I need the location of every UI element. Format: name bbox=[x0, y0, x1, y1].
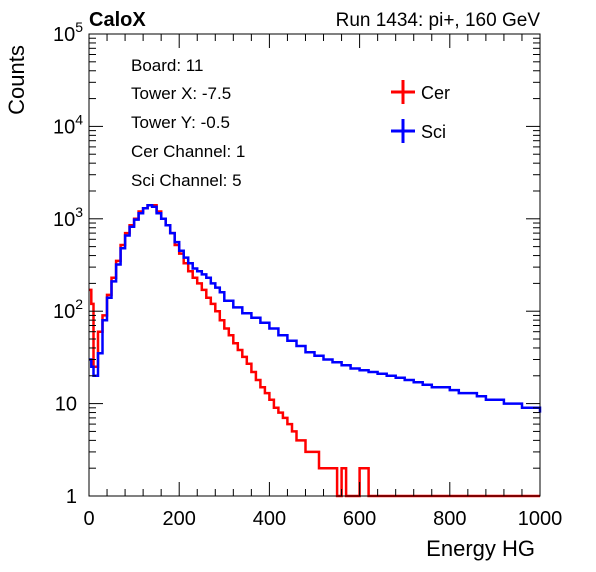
info-line: Sci Channel: 5 bbox=[131, 171, 242, 190]
info-box: Board: 11 Tower X: -7.5 Tower Y: -0.5 Ce… bbox=[131, 56, 245, 190]
x-tick-label: 600 bbox=[343, 508, 376, 530]
legend-marker-sci bbox=[391, 119, 415, 143]
y-tick-label: 1 bbox=[66, 486, 77, 508]
legend-marker-cer bbox=[391, 80, 415, 104]
x-tick-label: 800 bbox=[433, 508, 466, 530]
x-tick-label: 200 bbox=[163, 508, 196, 530]
plot-frame bbox=[88, 33, 541, 497]
legend-label-cer: Cer bbox=[421, 83, 450, 103]
y-tick-label: 102 bbox=[53, 296, 83, 323]
plot-area: 0 200 400 600 800 1000 1 10 102 103 104 105 bbox=[53, 19, 562, 530]
series-line-sci bbox=[89, 204, 542, 413]
info-line: Board: 11 bbox=[131, 56, 203, 75]
legend: Cer Sci bbox=[391, 80, 450, 143]
series-line-cer bbox=[89, 204, 540, 498]
y-tick-label: 103 bbox=[53, 204, 83, 231]
info-line: Tower Y: -0.5 bbox=[131, 113, 230, 132]
header-left-label: CaloX bbox=[89, 9, 146, 31]
y-tick-label: 104 bbox=[53, 111, 83, 138]
x-tick-label: 400 bbox=[253, 508, 286, 530]
y-axis-label: Counts bbox=[4, 45, 29, 115]
info-line: Tower X: -7.5 bbox=[131, 84, 231, 103]
x-tick-label: 1000 bbox=[518, 508, 563, 530]
legend-label-sci: Sci bbox=[421, 122, 446, 142]
y-tick-label: 10 bbox=[55, 394, 77, 416]
x-tick-label: 0 bbox=[83, 508, 94, 530]
info-line: Cer Channel: 1 bbox=[131, 142, 245, 161]
x-axis-label: Energy HG bbox=[426, 536, 535, 561]
header-right-label: Run 1434: pi+, 160 GeV bbox=[336, 10, 541, 31]
y-tick-label: 105 bbox=[53, 19, 83, 46]
